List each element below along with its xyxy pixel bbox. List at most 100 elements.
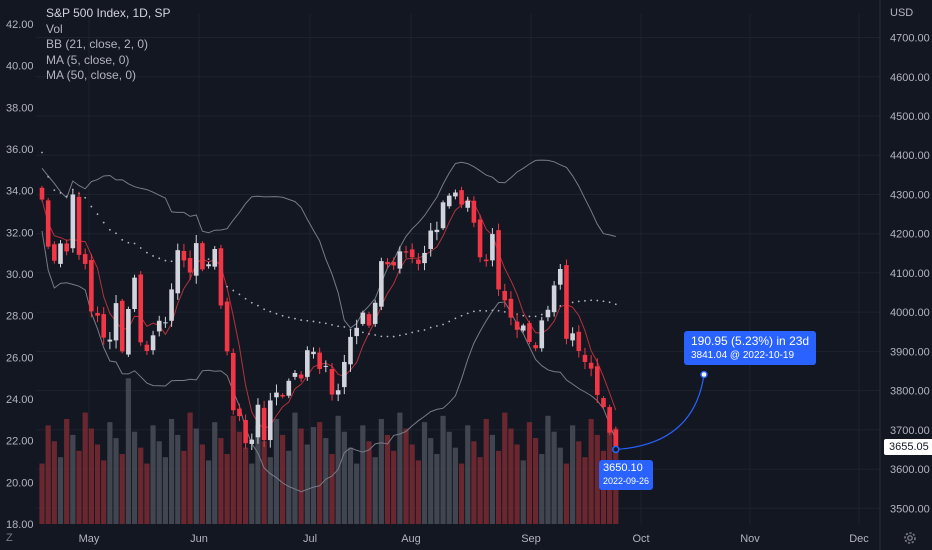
candle-body bbox=[440, 202, 446, 229]
ma50-dot bbox=[47, 175, 50, 178]
current-price-label: 3655.05 bbox=[884, 439, 932, 455]
volume-bar bbox=[489, 434, 496, 524]
candle-body bbox=[58, 243, 63, 264]
volume-bar bbox=[236, 431, 243, 524]
volume-tick-label: 20.00 bbox=[6, 477, 34, 489]
volume-bar bbox=[304, 444, 310, 524]
volume-tick-label: 32.00 bbox=[6, 227, 34, 239]
candle-body bbox=[298, 374, 304, 379]
candlesticks bbox=[39, 185, 619, 451]
candle-body bbox=[126, 309, 131, 355]
ma50-dot bbox=[127, 241, 130, 244]
candle-body bbox=[169, 289, 174, 321]
ma50-dot bbox=[96, 213, 99, 216]
volume-bar bbox=[458, 463, 465, 524]
candle-body bbox=[471, 200, 477, 223]
price-tick-label: 3700.00 bbox=[890, 425, 930, 437]
measure-sub-text: 3841.04 @ 2022-10-19 bbox=[691, 350, 795, 361]
ma50-dot bbox=[454, 317, 457, 320]
ma50-dot bbox=[281, 314, 284, 317]
volume-bar bbox=[323, 438, 329, 524]
candle-body bbox=[132, 277, 137, 310]
volume-bar bbox=[514, 444, 520, 524]
volume-bar bbox=[125, 378, 131, 524]
volume-tick-label: 34.00 bbox=[6, 186, 34, 198]
volume-bar bbox=[329, 454, 335, 524]
measure-main-text: 190.95 (5.23%) in 23d bbox=[691, 334, 810, 348]
time-tick-label: Jul bbox=[303, 533, 317, 545]
timezone-label[interactable]: Z bbox=[6, 532, 13, 544]
candle-body bbox=[230, 352, 236, 411]
volume-tick-label: 36.00 bbox=[6, 144, 34, 156]
volume-bar bbox=[594, 434, 600, 524]
ma50-dot bbox=[324, 322, 327, 325]
ma50-dot bbox=[423, 329, 426, 331]
candle-body bbox=[607, 407, 612, 433]
candle-body bbox=[409, 249, 415, 258]
candle-body bbox=[317, 352, 322, 370]
volume-bar bbox=[144, 463, 150, 524]
ma50-dot bbox=[53, 189, 56, 192]
legend-title[interactable]: S&P 500 Index, 1D, SP bbox=[46, 6, 171, 20]
legend-ma50[interactable]: MA (50, close, 0) bbox=[46, 68, 137, 82]
volume-bar bbox=[310, 427, 317, 524]
ma50-dot bbox=[84, 196, 87, 199]
candle-body bbox=[342, 361, 347, 388]
ma50-dot bbox=[108, 228, 111, 231]
candle-body bbox=[520, 325, 526, 331]
volume-tick-label: 22.00 bbox=[6, 436, 34, 448]
price-tick-label: 3600.00 bbox=[890, 464, 930, 476]
candle-body bbox=[613, 429, 619, 448]
ma50-dot bbox=[300, 319, 303, 321]
ma50-dot bbox=[145, 251, 148, 254]
ma50-dot bbox=[152, 255, 154, 257]
price-tick-label: 3900.00 bbox=[890, 346, 930, 358]
volume-bar bbox=[218, 438, 224, 524]
candle-body bbox=[446, 195, 452, 207]
ma50-dot bbox=[522, 314, 525, 317]
volume-bar bbox=[101, 460, 107, 524]
candle-body bbox=[274, 392, 279, 398]
ma50-dot bbox=[207, 258, 210, 261]
ma50-dot bbox=[318, 321, 321, 324]
ma50-dot bbox=[417, 330, 420, 332]
measure-tool bbox=[612, 370, 708, 454]
ma50-dot bbox=[528, 315, 531, 318]
candle-body bbox=[64, 243, 69, 252]
volume-bar bbox=[273, 418, 280, 524]
candle-body bbox=[588, 362, 594, 369]
candle-body bbox=[397, 251, 403, 269]
volume-bar bbox=[205, 460, 212, 524]
legend-vol[interactable]: Vol bbox=[46, 21, 63, 36]
volume-bar bbox=[582, 457, 588, 524]
volume-bar bbox=[150, 425, 156, 524]
candle-body bbox=[305, 350, 310, 377]
measure-callout[interactable]: 190.95 (5.23%) in 23d 3841.04 @ 2022-10-… bbox=[684, 331, 817, 365]
volume-bar bbox=[261, 441, 267, 524]
time-tick-label: Nov bbox=[740, 533, 760, 545]
ma50-dot bbox=[232, 289, 235, 292]
legend-ma5[interactable]: MA (5, close, 0) bbox=[46, 52, 130, 67]
candle-body bbox=[267, 400, 273, 441]
volume-bar bbox=[378, 418, 384, 524]
ma50-dot bbox=[429, 326, 432, 329]
time-tick-label: Jun bbox=[190, 533, 208, 545]
candle-body bbox=[372, 302, 378, 324]
volume-bar bbox=[409, 444, 415, 524]
volume-bar bbox=[57, 457, 64, 524]
ma50-dot bbox=[398, 334, 401, 337]
volume-bar bbox=[452, 447, 458, 524]
time-tick-label: Dec bbox=[849, 533, 869, 545]
volume-bar bbox=[428, 438, 434, 524]
volume-tick-label: 28.00 bbox=[6, 311, 34, 323]
ma50-dot bbox=[337, 325, 340, 328]
candle-body bbox=[601, 398, 606, 408]
legend-bb[interactable]: BB (21, close, 2, 0) bbox=[46, 37, 149, 51]
ma50-dot bbox=[411, 331, 414, 334]
candle-body bbox=[403, 251, 409, 253]
gear-icon[interactable] bbox=[902, 530, 918, 546]
ma50-dot bbox=[139, 247, 142, 249]
ma50-dot bbox=[361, 331, 364, 334]
ma50-dot bbox=[442, 323, 444, 326]
